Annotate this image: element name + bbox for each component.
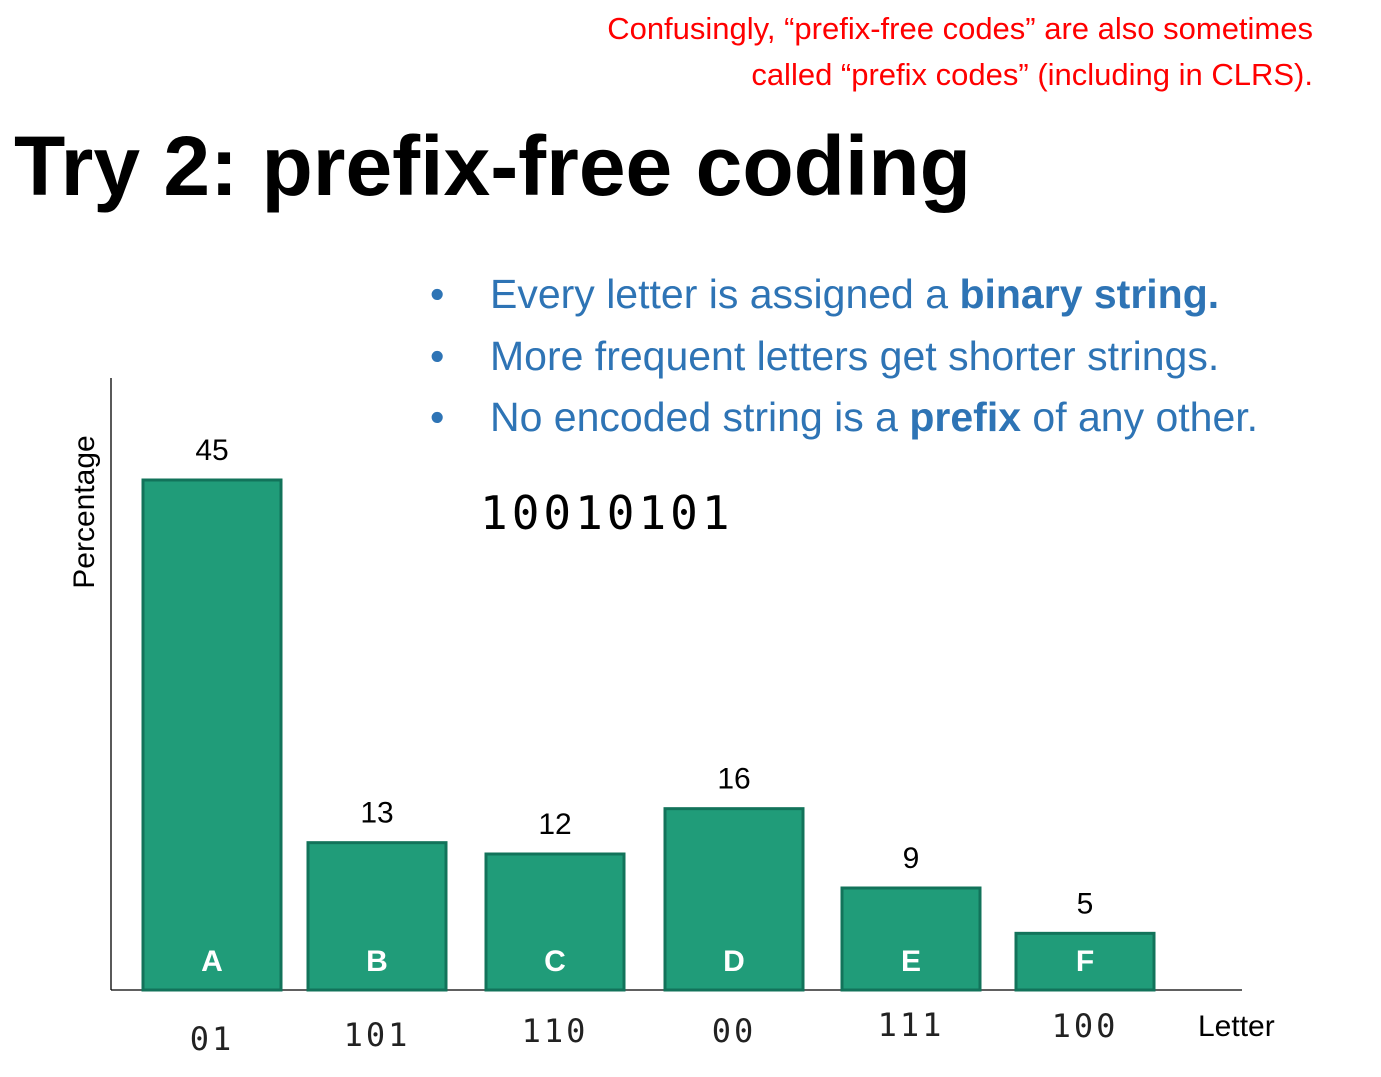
category-label-d: D: [723, 945, 745, 978]
note-line-2: called “prefix codes” (including in CLRS…: [751, 57, 1313, 92]
code-label-b: 101: [344, 1016, 411, 1054]
value-label-a: 45: [195, 434, 228, 467]
clarification-note: Confusingly, “prefix-free codes” are als…: [607, 6, 1313, 98]
bullet-dot-icon: •: [430, 271, 445, 317]
category-label-c: C: [544, 945, 566, 978]
bars-group: 45 A 01 13 B 101 12 C 110 16 D 00 9 E 111 5 F 100: [141, 434, 1156, 1058]
bullet-list: • Every letter is assigned a binary stri…: [430, 264, 1258, 449]
bullet-item-1: • Every letter is assigned a binary stri…: [430, 264, 1258, 326]
category-label-b: B: [366, 945, 388, 978]
bar-c: [484, 852, 626, 992]
value-label-b: 13: [360, 797, 393, 830]
bar-b: [306, 841, 448, 992]
code-label-a: 01: [190, 1020, 235, 1058]
bullet-3-bold: prefix: [909, 394, 1022, 440]
category-label-e: E: [901, 945, 921, 978]
bullet-dot-icon: •: [430, 332, 445, 379]
bullet-dot-icon: •: [430, 394, 445, 440]
bullet-item-3: • No encoded string is a prefix of any o…: [430, 387, 1258, 449]
code-label-c: 110: [522, 1012, 589, 1050]
x-axis-label: Letter: [1198, 1010, 1275, 1043]
bar-d: [663, 807, 805, 992]
encoded-bit-string: 10010101: [480, 486, 734, 540]
bullet-1-text: Every letter is assigned a: [490, 271, 960, 317]
bullet-item-2: • More frequent letters get shorter stri…: [430, 326, 1258, 388]
bullet-2-text: More frequent letters get shorter string…: [490, 332, 1220, 379]
code-label-e: 111: [878, 1006, 945, 1044]
value-label-d: 16: [717, 763, 750, 796]
value-label-f: 5: [1077, 887, 1094, 920]
note-line-1: Confusingly, “prefix-free codes” are als…: [607, 11, 1313, 46]
value-label-e: 9: [903, 842, 920, 875]
bullet-1-bold: binary string.: [959, 271, 1220, 317]
bullet-3-after: of any other.: [1021, 394, 1259, 440]
value-label-c: 12: [538, 808, 571, 841]
bullet-3-text: No encoded string is a: [490, 394, 910, 440]
category-label-f: F: [1076, 945, 1094, 978]
slide-title: Try 2: prefix-free coding: [14, 119, 971, 213]
code-label-d: 00: [712, 1012, 757, 1050]
bar-f: [1014, 931, 1156, 992]
bar-a: [141, 478, 283, 992]
code-label-f: 100: [1052, 1007, 1119, 1045]
y-axis-label: Percentage: [68, 435, 101, 588]
bar-e: [840, 886, 982, 992]
category-label-a: A: [201, 945, 223, 978]
